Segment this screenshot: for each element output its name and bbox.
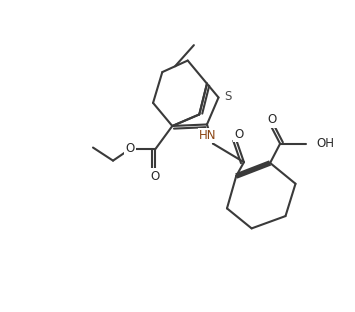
Text: O: O bbox=[234, 128, 243, 141]
Text: OH: OH bbox=[316, 137, 334, 150]
Text: O: O bbox=[150, 169, 159, 183]
Text: HN: HN bbox=[199, 129, 217, 142]
Text: O: O bbox=[125, 142, 135, 155]
Text: O: O bbox=[267, 113, 276, 126]
Text: S: S bbox=[224, 90, 231, 103]
